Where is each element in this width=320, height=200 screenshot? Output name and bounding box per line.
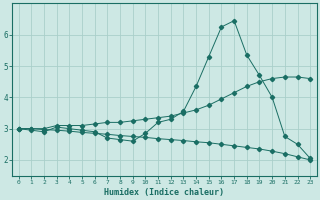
X-axis label: Humidex (Indice chaleur): Humidex (Indice chaleur) <box>104 188 224 197</box>
